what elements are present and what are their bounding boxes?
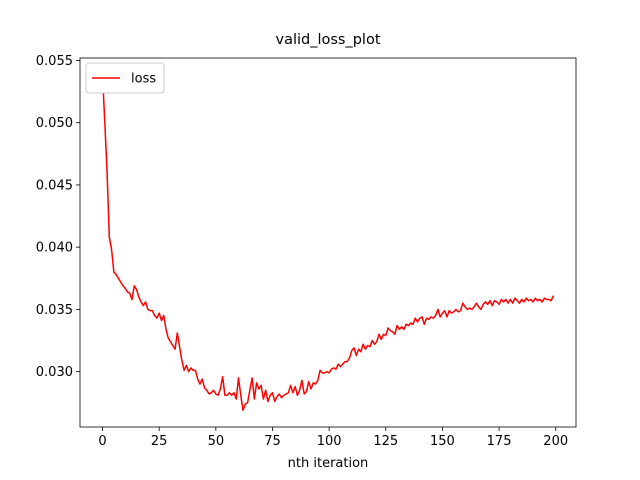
legend-label: loss [131, 72, 156, 87]
x-tick-label: 50 [208, 434, 225, 449]
legend-box [85, 62, 165, 94]
y-tick-label: 0.055 [36, 54, 73, 69]
y-tick-label: 0.050 [36, 116, 73, 131]
axes-frame [79, 57, 577, 428]
x-tick-label: 125 [373, 434, 398, 449]
data-line [101, 75, 555, 411]
x-tick-label: 150 [430, 434, 455, 449]
x-tick-label: 75 [264, 434, 281, 449]
x-tick-label: 25 [151, 434, 168, 449]
y-tick-label: 0.030 [36, 365, 73, 380]
y-tick-label: 0.040 [36, 241, 73, 256]
chart-title: valid_loss_plot [275, 32, 380, 48]
x-tick-label: 175 [487, 434, 512, 449]
x-tick-label: 200 [543, 434, 568, 449]
x-tick-label: 0 [98, 434, 106, 449]
x-tick-label: 100 [317, 434, 342, 449]
x-axis-label: nth iteration [288, 456, 369, 471]
y-tick-label: 0.035 [36, 303, 73, 318]
y-tick-label: 0.045 [36, 178, 73, 193]
